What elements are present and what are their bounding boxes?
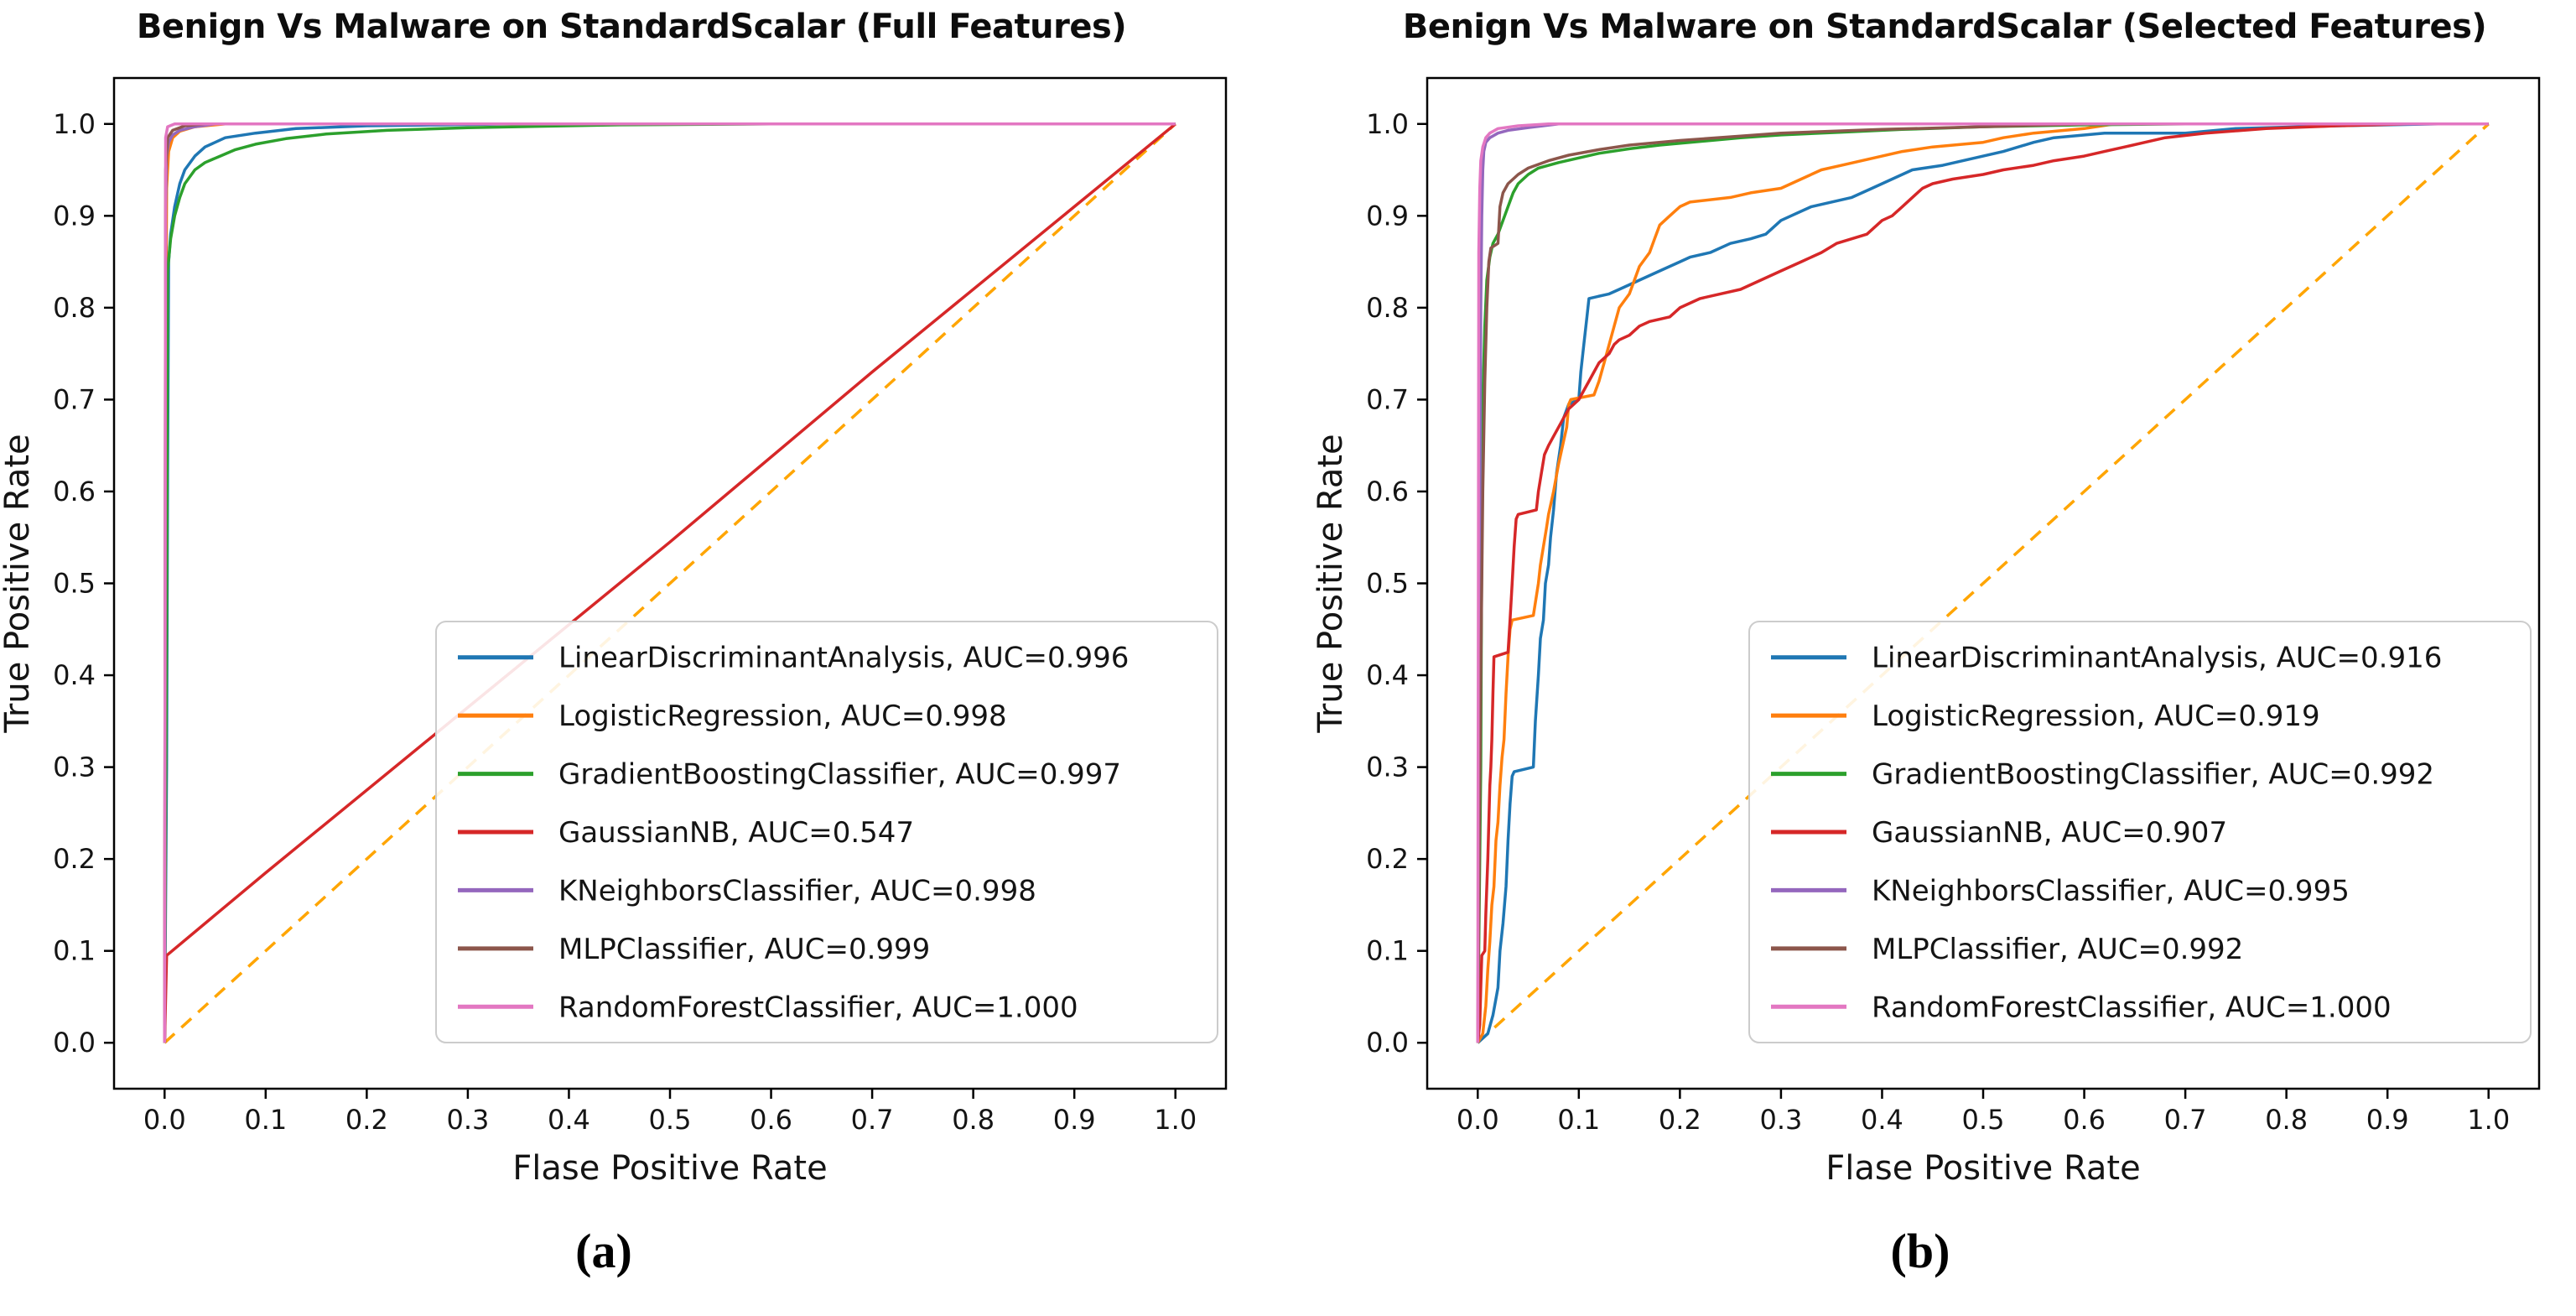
y-tick-label: 0.6 [53,476,96,507]
chart-title-selected-features: Benign Vs Malware on StandardScalar (Sel… [1402,8,2487,46]
legend-label-MLPClassifier: MLPClassifier, AUC=0.992 [1872,933,2243,966]
y-tick-label: 0.0 [53,1027,96,1059]
chart-title-full-features: Benign Vs Malware on StandardScalar (Ful… [136,8,1127,46]
roc-curve-RandomForestClassifier [1476,122,2489,1043]
legend-label-GaussianNB: GaussianNB, AUC=0.907 [1872,816,2227,850]
y-tick-label: 0.3 [1366,752,1409,783]
y-axis-label: True Positive Rate [1311,434,1350,733]
legend-box [435,621,1218,1043]
x-tick-label: 0.3 [446,1104,489,1136]
x-axis-label: Flase Positive Rate [512,1149,827,1188]
roc-curve-LinearDiscriminantAnalysis [1477,122,2489,1044]
x-tick-label: 0.6 [2063,1104,2106,1136]
legend-label-GradientBoostingClassifier: GradientBoostingClassifier, AUC=0.992 [1872,758,2434,792]
x-tick-label: 0.2 [345,1104,388,1136]
y-tick-label: 0.2 [53,843,96,875]
roc-curve-RandomForestClassifier [163,122,1176,1043]
legend-label-LinearDiscriminantAnalysis: LinearDiscriminantAnalysis, AUC=0.916 [1872,642,2442,675]
x-tick-label: 0.5 [1962,1104,2005,1136]
y-tick-label: 0.5 [53,568,96,600]
legend-label-LogisticRegression: LogisticRegression, AUC=0.998 [558,700,1007,733]
legend-label-RandomForestClassifier: RandomForestClassifier, AUC=1.000 [558,991,1078,1024]
y-tick-label: 0.0 [1366,1027,1409,1059]
y-tick-label: 0.8 [53,292,96,324]
chance-line [164,122,1176,1044]
roc-plot-full-features: 0.0 0.1 0.2 0.3 0.4 0.5 0.6 0.7 0.8 0.9 1.0 0.0 0.1 0… [0,76,1228,1188]
y-tick-label: 1.0 [1366,108,1409,140]
x-tick-label: 0.4 [548,1104,590,1136]
y-tick-label: 0.4 [1366,659,1409,691]
y-tick-label: 0.5 [1366,568,1409,600]
x-tick-label: 0.0 [1457,1104,1499,1136]
x-tick-label: 1.0 [2467,1104,2510,1136]
subplot-selected-features: Benign Vs Malware on StandardScalar (Sel… [1311,0,2576,1198]
y-tick-label: 0.2 [1366,843,1409,875]
x-tick-label: 0.7 [851,1104,894,1136]
legend-label-LinearDiscriminantAnalysis: LinearDiscriminantAnalysis, AUC=0.996 [558,642,1129,675]
subfigure-label-b: (b) [1890,1224,1950,1278]
x-tick-label: 0.1 [1557,1104,1600,1136]
x-tick-label: 0.6 [750,1104,792,1136]
x-tick-label: 0.1 [244,1104,287,1136]
x-tick-label: 0.9 [2366,1104,2409,1136]
y-tick-label: 0.7 [53,383,96,415]
y-tick-label: 0.1 [1366,935,1409,967]
roc-plot-selected-features: 0.0 0.1 0.2 0.3 0.4 0.5 0.6 0.7 0.8 0.9 1.0 0.0 0.1 0… [1311,76,2541,1188]
chance-line [1477,122,2490,1044]
y-tick-label: 1.0 [53,108,96,140]
x-tick-label: 0.3 [1759,1104,1802,1136]
legend-label-LogisticRegression: LogisticRegression, AUC=0.919 [1872,700,2320,733]
legend-label-GaussianNB: GaussianNB, AUC=0.547 [558,816,914,850]
subfigure-label-a: (a) [575,1224,632,1278]
x-tick-label: 0.9 [1053,1104,1096,1136]
legend-label-KNeighborsClassifier: KNeighborsClassifier, AUC=0.995 [1872,874,2350,908]
roc-curve-LogisticRegression [1476,122,2489,1044]
roc-curve-GradientBoostingClassifier [163,122,1176,1043]
subplot-full-features: Benign Vs Malware on StandardScalar (Ful… [0,0,1263,1198]
x-tick-label: 0.2 [1659,1104,1701,1136]
x-tick-label: 0.7 [2164,1104,2207,1136]
legend-label-KNeighborsClassifier: KNeighborsClassifier, AUC=0.998 [558,874,1036,908]
y-tick-label: 0.1 [53,935,96,967]
legend-box [1748,621,2532,1043]
y-tick-label: 0.7 [1366,383,1409,415]
x-tick-label: 1.0 [1154,1104,1197,1136]
y-tick-label: 0.8 [1366,292,1409,324]
y-tick-label: 0.4 [53,659,96,691]
x-tick-label: 0.8 [952,1104,995,1136]
roc-curve-GaussianNB [1476,122,2489,1043]
y-axis-label: True Positive Rate [0,434,37,733]
y-tick-label: 0.9 [53,200,96,231]
legend-label-MLPClassifier: MLPClassifier, AUC=0.999 [558,933,930,966]
legend-label-GradientBoostingClassifier: GradientBoostingClassifier, AUC=0.997 [558,758,1121,792]
y-tick-label: 0.3 [53,752,96,783]
x-tick-label: 0.4 [1861,1104,1903,1136]
legend-label-RandomForestClassifier: RandomForestClassifier, AUC=1.000 [1872,991,2392,1024]
x-tick-label: 0.5 [649,1104,692,1136]
x-tick-label: 0.0 [143,1104,186,1136]
roc-curve-MLPClassifier [1476,122,2489,1043]
y-tick-label: 0.6 [1366,476,1409,507]
y-tick-label: 0.9 [1366,200,1409,231]
x-axis-label: Flase Positive Rate [1826,1149,2140,1188]
x-tick-label: 0.8 [2265,1104,2308,1136]
